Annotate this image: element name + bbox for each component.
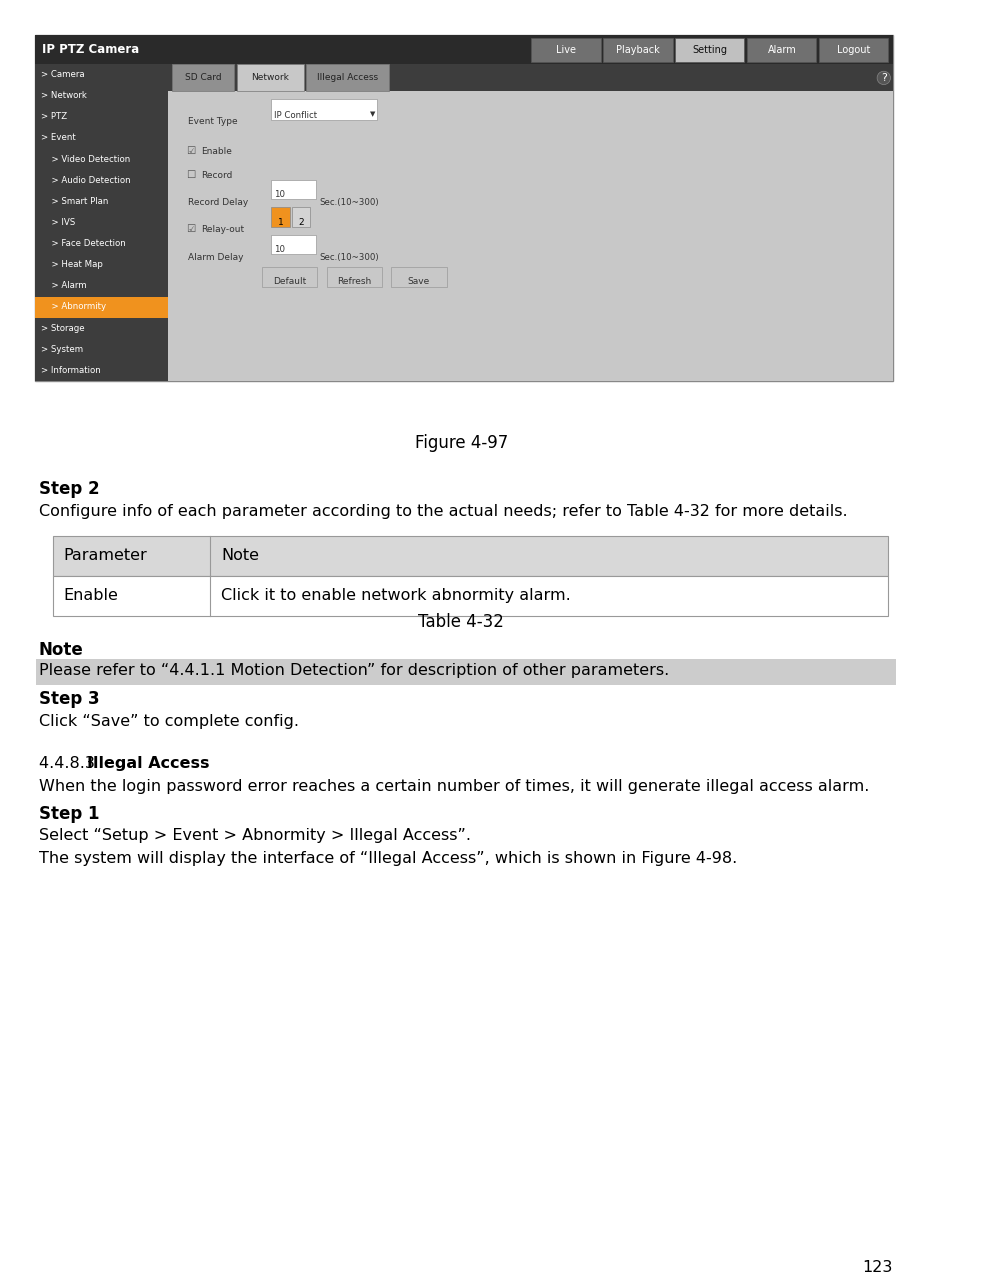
Text: > Alarm: > Alarm [46,281,87,290]
Text: > Heat Map: > Heat Map [46,260,103,269]
Text: Note: Note [39,641,83,658]
Text: > Abnormity: > Abnormity [46,303,107,312]
FancyBboxPatch shape [604,39,673,62]
Text: Please refer to “4.4.1.1 Motion Detection” for description of other parameters.: Please refer to “4.4.1.1 Motion Detectio… [39,663,669,677]
Text: Enable: Enable [201,147,232,156]
Text: > Information: > Information [40,366,101,375]
Text: Setting: Setting [692,45,727,55]
Text: Record Delay: Record Delay [188,197,248,206]
Text: Sec.(10~300): Sec.(10~300) [319,252,379,261]
Text: Table 4-32: Table 4-32 [418,613,504,631]
Text: Figure 4-97: Figure 4-97 [414,434,508,452]
FancyBboxPatch shape [52,536,888,576]
FancyBboxPatch shape [272,234,316,254]
FancyBboxPatch shape [35,36,893,381]
Text: > Video Detection: > Video Detection [46,155,131,164]
Text: Save: Save [407,277,431,286]
Text: 10: 10 [274,189,285,198]
FancyBboxPatch shape [391,267,447,287]
FancyBboxPatch shape [168,64,893,381]
Text: The system will display the interface of “Illegal Access”, which is shown in Fig: The system will display the interface of… [39,851,737,867]
Text: Playback: Playback [616,45,660,55]
Text: Refresh: Refresh [337,277,371,286]
FancyBboxPatch shape [168,64,893,91]
Text: IP PTZ Camera: IP PTZ Camera [42,44,140,57]
Text: Illegal Access: Illegal Access [317,73,378,82]
Text: > Face Detection: > Face Detection [46,240,126,249]
Text: Relay-out: Relay-out [201,225,244,234]
FancyBboxPatch shape [35,296,168,318]
Text: > PTZ: > PTZ [40,112,66,121]
FancyBboxPatch shape [52,576,888,616]
FancyBboxPatch shape [272,99,377,120]
FancyBboxPatch shape [35,36,893,64]
Text: Click “Save” to complete config.: Click “Save” to complete config. [39,714,299,729]
Text: Default: Default [274,277,307,286]
Text: > IVS: > IVS [46,218,75,227]
Text: ?: ? [881,73,886,82]
Text: Configure info of each parameter according to the actual needs; refer to Table 4: Configure info of each parameter accordi… [39,504,847,519]
Text: Enable: Enable [63,589,119,603]
Text: Step 3: Step 3 [39,690,100,708]
FancyBboxPatch shape [272,207,290,227]
Text: SD Card: SD Card [185,73,221,82]
Text: 123: 123 [862,1260,893,1275]
Text: Parameter: Parameter [63,549,148,563]
Text: Live: Live [556,45,576,55]
Text: ☑: ☑ [185,224,195,234]
Text: Alarm Delay: Alarm Delay [188,252,243,261]
FancyBboxPatch shape [327,267,382,287]
Text: ▼: ▼ [370,111,375,117]
FancyBboxPatch shape [36,659,895,685]
FancyBboxPatch shape [35,64,168,381]
Text: IP Conflict: IP Conflict [274,111,317,120]
Text: > Audio Detection: > Audio Detection [46,175,131,184]
Text: > Storage: > Storage [40,323,85,332]
Text: Illegal Access: Illegal Access [87,756,209,772]
Text: 1: 1 [278,218,284,227]
Text: Alarm: Alarm [768,45,796,55]
Text: Click it to enable network abnormity alarm.: Click it to enable network abnormity ala… [221,589,571,603]
Text: Network: Network [252,73,290,82]
Text: > Network: > Network [40,91,87,100]
FancyBboxPatch shape [272,179,316,198]
FancyBboxPatch shape [172,64,234,91]
Text: 10: 10 [274,245,285,254]
Text: 2: 2 [298,218,304,227]
Text: Note: Note [221,549,260,563]
Text: > Camera: > Camera [40,70,85,79]
Text: ☐: ☐ [185,170,195,180]
FancyBboxPatch shape [263,267,318,287]
FancyBboxPatch shape [237,64,304,91]
Text: Sec.(10~300): Sec.(10~300) [319,197,379,206]
FancyBboxPatch shape [675,39,744,62]
Text: 4.4.8.3: 4.4.8.3 [39,756,100,772]
Text: Select “Setup > Event > Abnormity > Illegal Access”.: Select “Setup > Event > Abnormity > Ille… [39,828,471,844]
Text: > Event: > Event [40,134,75,143]
Text: ☑: ☑ [185,146,195,156]
Text: > System: > System [40,345,82,354]
FancyBboxPatch shape [292,207,310,227]
FancyBboxPatch shape [531,39,601,62]
FancyBboxPatch shape [819,39,888,62]
Text: Record: Record [201,171,232,180]
FancyBboxPatch shape [307,64,389,91]
Text: Step 1: Step 1 [39,805,100,823]
Text: Event Type: Event Type [188,117,238,126]
Text: Step 2: Step 2 [39,480,100,498]
Text: When the login password error reaches a certain number of times, it will generat: When the login password error reaches a … [39,779,869,795]
FancyBboxPatch shape [747,39,817,62]
Text: > Smart Plan: > Smart Plan [46,197,109,206]
Text: Logout: Logout [837,45,870,55]
